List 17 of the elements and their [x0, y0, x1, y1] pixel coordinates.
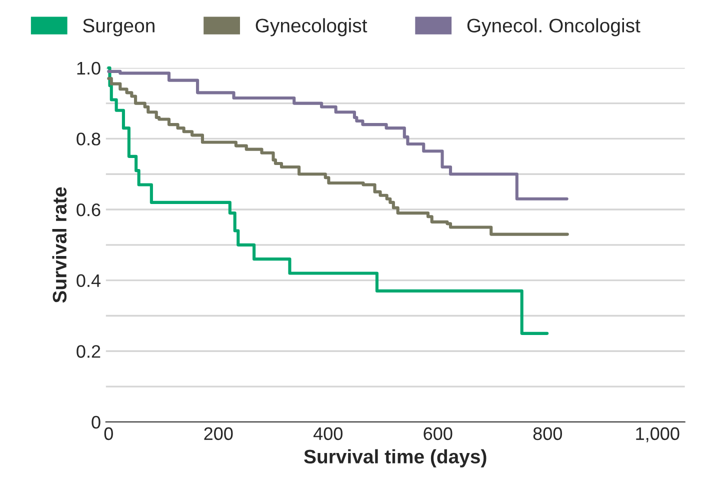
y-axis-title: Survival rate: [52, 187, 67, 303]
x-tick-label: 800: [533, 427, 562, 440]
y-tick-label: 0.2: [76, 345, 100, 358]
x-tick-label: 200: [204, 427, 233, 440]
y-tick-label: 0.4: [76, 274, 101, 288]
y-tick-label: 1.0: [77, 62, 100, 75]
x-tick-label: 1,000: [636, 427, 680, 442]
x-tick-label: 400: [313, 427, 342, 440]
x-tick-label: 0: [104, 427, 113, 440]
y-tick-label: 0.6: [76, 203, 100, 216]
x-axis-title: Survival time (days): [304, 449, 486, 468]
y-tick-label: 0: [92, 416, 100, 429]
x-tick-label: 600: [424, 427, 452, 440]
legend-label: Surgeon: [83, 18, 154, 36]
legend-label: Gynecologist: [256, 18, 368, 36]
legend-label: Gynecol. Oncologist: [467, 18, 640, 36]
y-tick-label: 0.8: [76, 132, 100, 146]
